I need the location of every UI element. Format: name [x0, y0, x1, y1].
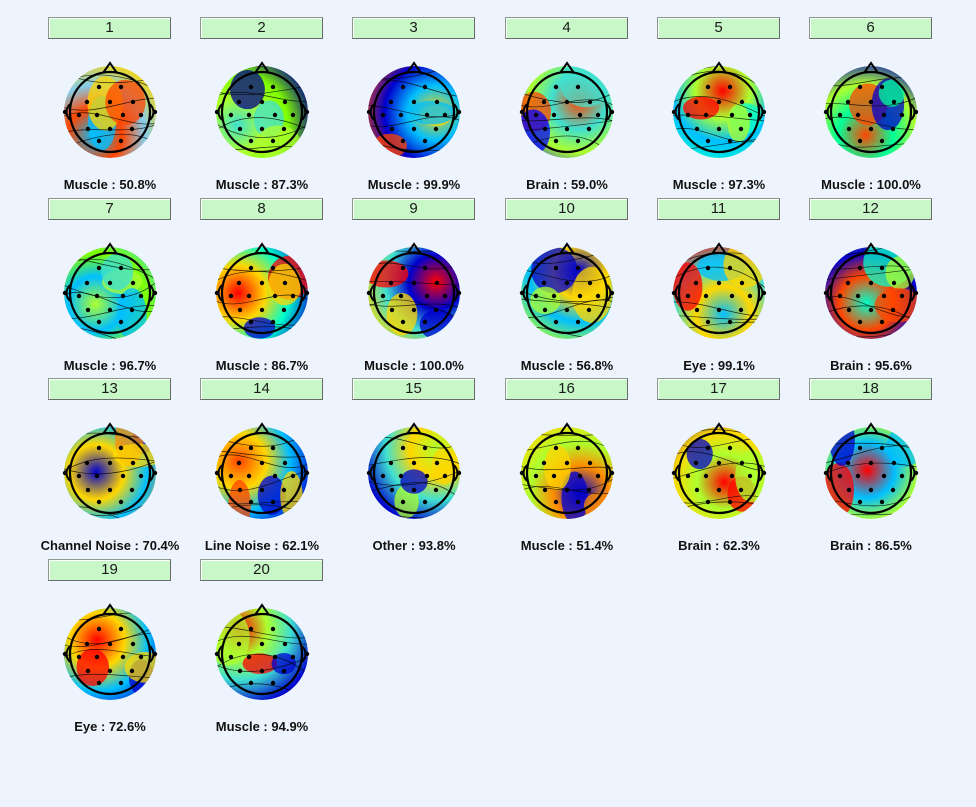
component-cell: 3 Muscle : 99.9%: [344, 17, 484, 197]
component-number-button[interactable]: 12: [809, 198, 932, 220]
component-classification-label: Muscle : 50.8%: [63, 177, 157, 192]
component-cell: 20 Muscle : 94.9%: [192, 559, 332, 739]
component-number-button[interactable]: 3: [352, 17, 475, 39]
scalp-topomap-icon[interactable]: [359, 238, 469, 348]
component-number-button[interactable]: 14: [200, 378, 323, 400]
component-classification-label: Other : 93.8%: [372, 538, 456, 553]
component-number-button[interactable]: 8: [200, 198, 323, 220]
component-cell: 4 Brain : 59.0%: [497, 17, 637, 197]
component-cell: 5 Muscle : 97.3%: [649, 17, 789, 197]
component-classification-label: Brain : 86.5%: [830, 538, 912, 553]
component-cell: 17 Brain : 62.3%: [649, 378, 789, 558]
component-cell: 11 Eye : 99.1%: [649, 198, 789, 378]
component-number-button[interactable]: 9: [352, 198, 475, 220]
component-classification-label: Channel Noise : 70.4%: [40, 538, 180, 553]
scalp-topomap-icon[interactable]: [664, 57, 774, 167]
component-cell: 10 Muscle : 56.8%: [497, 198, 637, 378]
scalp-topomap-icon[interactable]: [207, 599, 317, 709]
component-classification-label: Muscle : 56.8%: [520, 358, 614, 373]
component-number-button[interactable]: 10: [505, 198, 628, 220]
component-number-button[interactable]: 11: [657, 198, 780, 220]
component-number-button[interactable]: 19: [48, 559, 171, 581]
component-classification-label: Eye : 72.6%: [74, 719, 146, 734]
component-classification-label: Muscle : 87.3%: [215, 177, 309, 192]
component-classification-label: Muscle : 51.4%: [520, 538, 614, 553]
component-cell: 12 Brain : 95.6%: [801, 198, 941, 378]
component-cell: 2 Muscle : 87.3%: [192, 17, 332, 197]
component-cell: 15 Other : 93.8%: [344, 378, 484, 558]
component-classification-label: Brain : 95.6%: [830, 358, 912, 373]
scalp-topomap-icon[interactable]: [55, 418, 165, 528]
component-number-button[interactable]: 18: [809, 378, 932, 400]
scalp-topomap-icon[interactable]: [55, 57, 165, 167]
component-number-button[interactable]: 20: [200, 559, 323, 581]
component-classification-label: Muscle : 94.9%: [215, 719, 309, 734]
component-cell: 8 Muscle : 86.7%: [192, 198, 332, 378]
component-number-button[interactable]: 2: [200, 17, 323, 39]
scalp-topomap-icon[interactable]: [816, 57, 926, 167]
scalp-topomap-icon[interactable]: [664, 238, 774, 348]
scalp-topomap-icon[interactable]: [664, 418, 774, 528]
component-cell: 19 Eye : 72.6%: [40, 559, 180, 739]
scalp-topomap-icon[interactable]: [512, 238, 622, 348]
component-number-button[interactable]: 4: [505, 17, 628, 39]
scalp-topomap-icon[interactable]: [55, 599, 165, 709]
component-cell: 9 Muscle : 100.0%: [344, 198, 484, 378]
scalp-topomap-icon[interactable]: [55, 238, 165, 348]
component-number-button[interactable]: 13: [48, 378, 171, 400]
component-classification-label: Muscle : 97.3%: [672, 177, 766, 192]
scalp-topomap-icon[interactable]: [512, 57, 622, 167]
scalp-topomap-icon[interactable]: [816, 238, 926, 348]
component-classification-label: Brain : 62.3%: [678, 538, 760, 553]
component-cell: 7 Muscle : 96.7%: [40, 198, 180, 378]
component-number-button[interactable]: 15: [352, 378, 475, 400]
component-number-button[interactable]: 7: [48, 198, 171, 220]
component-cell: 13 Channel Noise : 70.4%: [40, 378, 180, 558]
component-cell: 6 Muscle : 100.0%: [801, 17, 941, 197]
component-classification-label: Muscle : 99.9%: [367, 177, 461, 192]
scalp-topomap-icon[interactable]: [512, 418, 622, 528]
scalp-topomap-icon[interactable]: [359, 418, 469, 528]
component-number-button[interactable]: 1: [48, 17, 171, 39]
component-classification-label: Eye : 99.1%: [683, 358, 755, 373]
component-cell: 18 Brain : 86.5%: [801, 378, 941, 558]
component-classification-label: Muscle : 100.0%: [821, 177, 921, 192]
scalp-topomap-icon[interactable]: [816, 418, 926, 528]
component-number-button[interactable]: 6: [809, 17, 932, 39]
component-number-button[interactable]: 16: [505, 378, 628, 400]
scalp-topomap-icon[interactable]: [359, 57, 469, 167]
component-classification-label: Line Noise : 62.1%: [204, 538, 320, 553]
component-cell: 16 Muscle : 51.4%: [497, 378, 637, 558]
scalp-topomap-icon[interactable]: [207, 238, 317, 348]
scalp-topomap-icon[interactable]: [207, 57, 317, 167]
component-number-button[interactable]: 17: [657, 378, 780, 400]
component-classification-label: Brain : 59.0%: [526, 177, 608, 192]
component-classification-label: Muscle : 96.7%: [63, 358, 157, 373]
scalp-topomap-icon[interactable]: [207, 418, 317, 528]
component-classification-label: Muscle : 100.0%: [364, 358, 464, 373]
component-cell: 14 Line Noise : 62.1%: [192, 378, 332, 558]
component-classification-label: Muscle : 86.7%: [215, 358, 309, 373]
component-number-button[interactable]: 5: [657, 17, 780, 39]
component-cell: 1 Muscle : 50.8%: [40, 17, 180, 197]
